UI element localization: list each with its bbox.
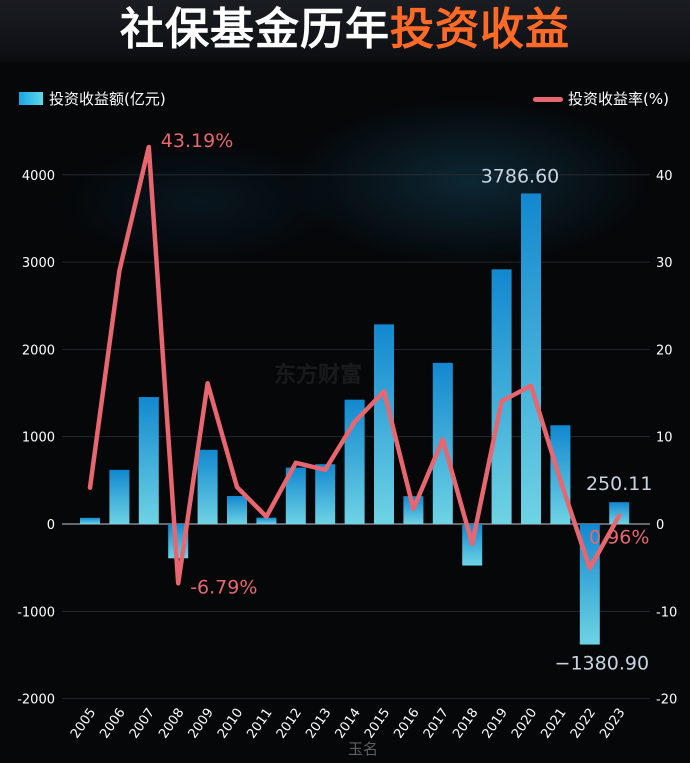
x-tick-label: 2006: [97, 706, 128, 742]
bar: [256, 517, 277, 524]
y-right-tick-label: 0: [656, 518, 664, 533]
data-label: 43.19%: [161, 130, 233, 152]
legend-bar-label: 投资收益额(亿元): [49, 90, 166, 108]
rate-point: [206, 381, 210, 385]
header-band: 社保基金历年投资收益: [0, 0, 690, 62]
y-right-tick-label: 20: [656, 343, 673, 358]
rate-point: [147, 145, 151, 149]
y-left-tick-label: 4000: [22, 169, 55, 184]
x-tick-label: 2021: [538, 706, 569, 742]
x-tick-label: 2012: [274, 706, 305, 742]
x-tick-label: 2019: [480, 706, 511, 742]
rate-point: [176, 581, 180, 585]
data-label: 3786.60: [481, 165, 560, 187]
bar: [285, 467, 306, 524]
legend-bar-swatch: [19, 92, 43, 105]
bar: [374, 324, 394, 524]
rate-point: [264, 515, 268, 519]
y-left-tick-label: 2000: [22, 343, 55, 358]
y-right-tick-label: 40: [656, 169, 673, 184]
rate-point: [294, 461, 298, 465]
rate-point: [529, 384, 533, 388]
y-right-tick-label: 10: [656, 431, 673, 446]
rate-point: [411, 507, 415, 511]
watermark-bottom: 玉名: [348, 740, 378, 758]
x-tick-label: 2015: [362, 706, 393, 742]
x-tick-label: 2009: [186, 706, 217, 742]
x-tick-label: 2018: [450, 706, 481, 742]
x-tick-label: 2013: [303, 706, 334, 742]
x-tick-label: 2014: [333, 706, 364, 742]
x-tick-label: 2011: [244, 706, 275, 742]
title-part-white: 社保基金历年: [120, 4, 390, 55]
data-label: 0.96%: [589, 527, 649, 549]
bar: [315, 464, 336, 524]
bar: [227, 495, 247, 524]
bar: [344, 399, 365, 524]
x-tick-label: 2007: [127, 706, 158, 742]
bar: [521, 193, 541, 525]
rate-line: [87, 144, 622, 586]
data-label: −1380.90: [555, 653, 650, 675]
y-left-tick-label: 3000: [22, 256, 55, 271]
rate-point: [235, 485, 239, 489]
bar: [197, 449, 218, 524]
legend-line-label: 投资收益率(%): [568, 90, 669, 108]
bar: [138, 397, 159, 524]
y-left-tick-label: 0: [47, 518, 55, 533]
bar: [109, 469, 130, 524]
y-left-tick-label: -2000: [17, 693, 55, 708]
x-tick-label: 2022: [568, 706, 599, 742]
x-tick-label: 2016: [391, 706, 422, 742]
rate-point: [617, 514, 621, 518]
x-tick-label: 2010: [215, 706, 246, 742]
y-left-tick-label: 1000: [22, 431, 55, 446]
rate-point: [117, 269, 121, 273]
rate-point: [88, 486, 92, 490]
background-glow: [0, 62, 690, 322]
bar: [491, 269, 512, 524]
x-tick-label: 2020: [509, 706, 540, 742]
watermark-center: 东方财富: [274, 362, 362, 388]
rate-point: [588, 566, 592, 570]
bar: [609, 502, 630, 524]
rate-point: [353, 420, 357, 424]
rate-point: [382, 389, 386, 393]
legend-line-swatch: [533, 97, 563, 102]
data-label: -6.79%: [190, 576, 257, 598]
x-tick-label: 2008: [156, 706, 187, 742]
page-title: 社保基金历年投资收益: [0, 4, 690, 56]
rate-point: [500, 399, 504, 403]
y-right-tick-label: -20: [656, 693, 677, 708]
rate-point: [323, 468, 327, 472]
x-tick-label: 2023: [597, 706, 628, 742]
y-right-tick-label: 30: [656, 256, 673, 271]
x-tick-label: 2005: [68, 706, 99, 742]
rate-point: [441, 437, 445, 441]
title-part-orange: 投资收益: [390, 4, 570, 55]
x-tick-label: 2017: [421, 706, 452, 742]
data-label: 250.11: [586, 473, 652, 495]
annotations: 43.19% -6.79% 0.96% 3786.60 −1380.90 250.11: [161, 130, 653, 675]
bar: [80, 517, 100, 524]
y-left-tick-label: -1000: [17, 605, 55, 620]
rate-point: [558, 478, 562, 482]
y-right-tick-label: -10: [656, 605, 677, 620]
rate-point: [470, 542, 474, 546]
